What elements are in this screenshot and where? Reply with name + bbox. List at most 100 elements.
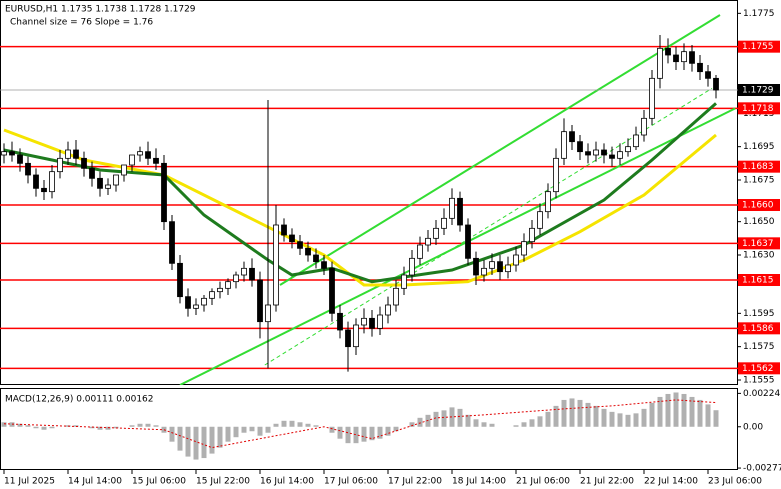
macd-bar (281, 420, 287, 427)
macd-bar (249, 426, 255, 432)
candle-body (185, 296, 191, 309)
macd-bar (489, 423, 495, 427)
macd-bar (217, 426, 223, 448)
macd-bar (641, 408, 647, 427)
candle-body (593, 149, 599, 156)
candle-body (697, 62, 703, 73)
macd-bar (441, 410, 447, 427)
candle-body (241, 267, 247, 276)
candle-body (65, 149, 71, 159)
macd-bar (313, 425, 319, 427)
candle-body (617, 151, 623, 159)
macd-bar (145, 423, 151, 427)
macd-bar (465, 414, 471, 427)
candle-body (9, 151, 15, 156)
candle-body (441, 217, 447, 229)
macd-bar (585, 402, 591, 427)
candle-body (313, 254, 319, 263)
macd-bar (169, 426, 175, 442)
candle-body (585, 151, 591, 156)
macd-bar (361, 426, 367, 442)
macd-bar (633, 413, 639, 427)
macd-signal (3, 399, 717, 449)
macd-bar (201, 426, 207, 459)
level-tag (738, 102, 780, 115)
macd-bar (601, 408, 607, 427)
x-tick-label: 18 Jul 14:00 (452, 477, 506, 487)
macd-bar (665, 393, 671, 427)
macd-bar (33, 426, 39, 429)
candle-body (537, 211, 543, 229)
macd-bar (513, 425, 519, 427)
candle-body (465, 224, 471, 259)
candle-body (193, 304, 199, 309)
macd-bar (353, 426, 359, 444)
macd-bar (345, 426, 351, 444)
y-tick-label: 1.1555 (743, 376, 775, 386)
macd-bar (257, 426, 263, 436)
macd-title: MACD(12,26,9) 0.00111 0.00162 (5, 395, 154, 405)
candle-body (249, 267, 255, 281)
candle-body (161, 162, 167, 223)
x-tick-label: 14 Jul 14:00 (68, 477, 122, 487)
candle-body (345, 329, 351, 348)
candle-body (257, 279, 263, 323)
macd-bar (537, 416, 543, 427)
macd-tick-label: 0.00224 (743, 389, 780, 399)
candle-body (201, 297, 207, 306)
candle-body (209, 291, 215, 299)
macd-panel (0, 388, 738, 470)
macd-bar (393, 426, 399, 432)
x-tick-label: 11 Jul 2025 (4, 477, 55, 487)
macd-bar (233, 426, 239, 438)
macd-bar (377, 426, 383, 439)
candle-body (681, 51, 687, 63)
macd-bar (385, 426, 391, 436)
candle-body (81, 157, 87, 169)
candle-body (713, 77, 719, 91)
macd-bar (625, 414, 631, 427)
macd-bar (561, 399, 567, 427)
level-label: 1.1637 (742, 239, 774, 249)
candle-body (641, 117, 647, 136)
y-tick-label: 1.1695 (743, 142, 775, 152)
x-tick-label: 16 Jul 14:00 (260, 477, 314, 487)
level-label: 1.1718 (742, 104, 774, 114)
level-label: 1.1755 (742, 42, 774, 52)
x-tick-label: 15 Jul 06:00 (132, 477, 186, 487)
y-tick-label: 1.1595 (743, 309, 775, 319)
channel-line (279, 14, 721, 286)
candle-body (145, 151, 151, 159)
candle-body (481, 267, 487, 276)
macd-bar (129, 425, 135, 427)
candle-body (305, 247, 311, 256)
candle-body (297, 241, 303, 249)
candle-body (545, 191, 551, 213)
candle-body (433, 227, 439, 239)
candle-body (289, 234, 295, 243)
macd-bar (337, 426, 343, 439)
macd-bar (241, 426, 247, 433)
candle-body (129, 154, 135, 166)
candle-body (169, 221, 175, 264)
candle-body (273, 224, 279, 306)
candle-body (113, 174, 119, 186)
level-label: 1.1683 (742, 162, 774, 172)
macd-bar (705, 404, 711, 427)
candle-body (473, 257, 479, 276)
macd-bar (369, 426, 375, 441)
candle-body (369, 317, 375, 329)
candle-body (17, 154, 23, 164)
macd-bar (681, 393, 687, 427)
candle-body (25, 162, 31, 176)
candle-body (393, 287, 399, 306)
level-tag (738, 362, 780, 375)
price-label: 1.1729 (742, 86, 774, 96)
macd-bar (609, 411, 615, 427)
candle-body (673, 54, 679, 63)
macd-plot (1, 392, 719, 460)
candle-body (329, 267, 335, 314)
candle-body (425, 237, 431, 246)
candle-body (41, 187, 47, 193)
axes: 1.17751.17151.16951.16751.16501.16301.15… (3, 9, 781, 487)
